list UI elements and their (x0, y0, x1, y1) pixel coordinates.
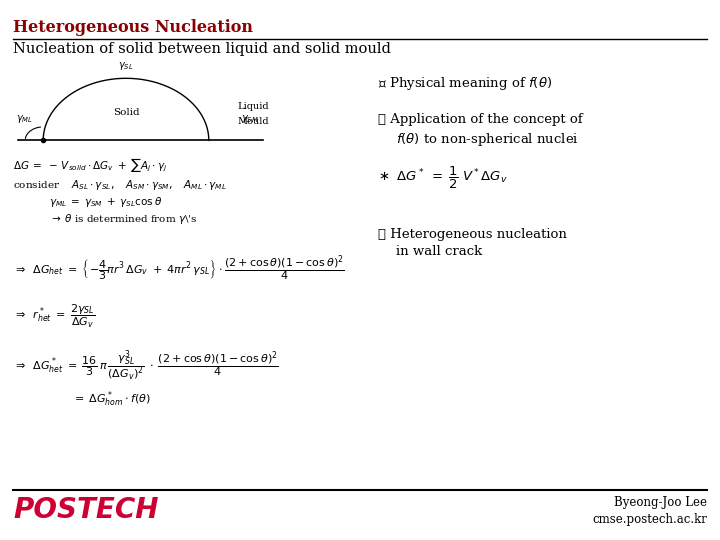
Text: Liquid: Liquid (238, 102, 269, 111)
Text: $\Rightarrow\;\;\Delta G^*_{het}\;=\;\dfrac{16}{3}\,\pi\,\dfrac{\gamma^3_{SL}}{(: $\Rightarrow\;\;\Delta G^*_{het}\;=\;\df… (13, 348, 279, 383)
Text: Solid: Solid (113, 108, 139, 117)
Text: $\gamma_{ML}\;=\;\gamma_{SM}\;+\;\gamma_{SL}\cos\theta$: $\gamma_{ML}\;=\;\gamma_{SM}\;+\;\gamma_… (49, 195, 162, 210)
Text: $f(\theta)$ to non-spherical nuclei: $f(\theta)$ to non-spherical nuclei (396, 131, 579, 147)
Text: ※ Physical meaning of $f(\theta)$: ※ Physical meaning of $f(\theta)$ (378, 75, 552, 91)
Text: $=\;\Delta G^*_{hom}\cdot f(\theta)$: $=\;\Delta G^*_{hom}\cdot f(\theta)$ (72, 390, 151, 409)
Text: $\gamma_{SL}$: $\gamma_{SL}$ (118, 60, 134, 72)
Text: $\Rightarrow\;\;r^*_{het}\;=\;\dfrac{2\gamma_{SL}}{\Delta G_v}$: $\Rightarrow\;\;r^*_{het}\;=\;\dfrac{2\g… (13, 302, 95, 330)
Text: Mould: Mould (238, 117, 269, 126)
Text: $\gamma_{ML}$: $\gamma_{ML}$ (16, 113, 33, 125)
Text: $\rightarrow\;\theta$ is determined from $\gamma$\'s: $\rightarrow\;\theta$ is determined from… (49, 212, 197, 226)
Text: $\Rightarrow\;\;\Delta G_{het}\;=\;\left\{-\dfrac{4}{3}\pi r^3\,\Delta G_v\;+\;4: $\Rightarrow\;\;\Delta G_{het}\;=\;\left… (13, 254, 345, 284)
Text: POSTECH: POSTECH (13, 496, 158, 524)
Text: $\gamma_{SM}$: $\gamma_{SM}$ (241, 113, 259, 125)
Text: ※ Application of the concept of: ※ Application of the concept of (378, 113, 582, 126)
Text: cmse.postech.ac.kr: cmse.postech.ac.kr (592, 513, 707, 526)
Text: $\Delta G\;=\;-\,V_{solid}\cdot\Delta G_v\;+\;\sum A_j\cdot\gamma_j$: $\Delta G\;=\;-\,V_{solid}\cdot\Delta G_… (13, 157, 167, 174)
Text: ※ Heterogeneous nucleation: ※ Heterogeneous nucleation (378, 228, 567, 241)
Text: $\ast\;\;\Delta G^*\;=\;\dfrac{1}{2}\;V^*\Delta G_v$: $\ast\;\;\Delta G^*\;=\;\dfrac{1}{2}\;V^… (378, 165, 508, 191)
Text: in wall crack: in wall crack (396, 245, 482, 258)
Text: Nucleation of solid between liquid and solid mould: Nucleation of solid between liquid and s… (13, 42, 391, 56)
Text: consider $\quad A_{SL}\cdot\gamma_{SL},\quad A_{SM}\cdot\gamma_{SM},\quad A_{ML}: consider $\quad A_{SL}\cdot\gamma_{SL},\… (13, 178, 227, 192)
Text: Heterogeneous Nucleation: Heterogeneous Nucleation (13, 19, 253, 36)
Text: Byeong-Joo Lee: Byeong-Joo Lee (614, 496, 707, 509)
